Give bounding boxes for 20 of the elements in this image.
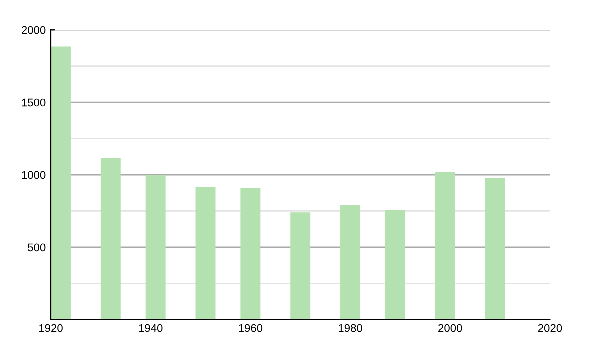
y-tick-label: 1000 [22, 171, 46, 180]
x-tick-label: 1940 [139, 324, 163, 332]
bar [240, 188, 261, 320]
x-tick-label: 2000 [438, 324, 462, 332]
bar [196, 187, 216, 320]
bar [100, 158, 121, 320]
x-tick-label: 1920 [39, 324, 63, 332]
y-tick-label: 2000 [22, 26, 46, 34]
bar [435, 172, 456, 320]
bar [340, 204, 361, 320]
x-tick-label: 1980 [339, 324, 362, 332]
y-tick-label: 1500 [22, 98, 46, 107]
bar [290, 212, 311, 320]
bar [385, 210, 406, 320]
y-tick-label: 500 [28, 244, 46, 252]
x-tick-label: 1960 [239, 324, 263, 332]
bar [51, 46, 71, 320]
x-tick-label: 2020 [538, 324, 562, 332]
bar [146, 175, 166, 320]
bar [485, 178, 506, 320]
